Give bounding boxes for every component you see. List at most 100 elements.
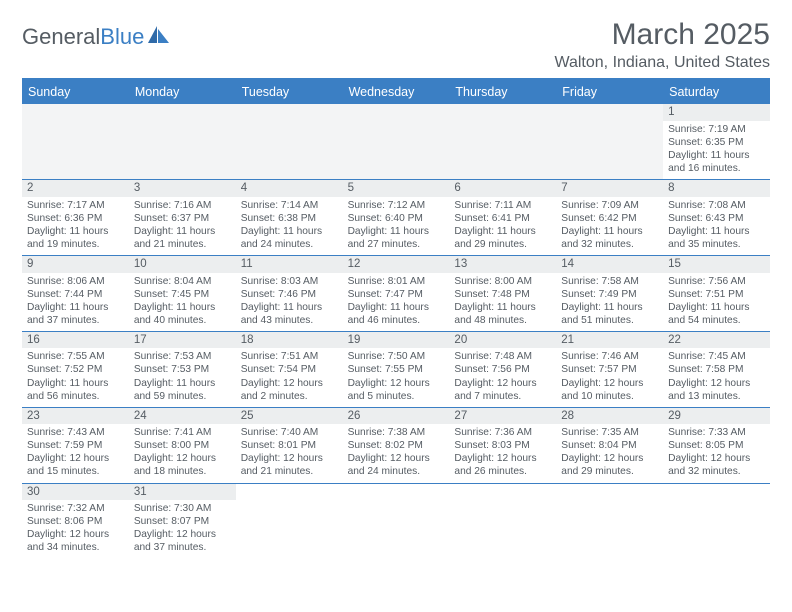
day-day1: Daylight: 11 hours: [134, 377, 231, 390]
day-sunset: Sunset: 6:38 PM: [241, 212, 338, 225]
day-blank: [449, 484, 556, 559]
week-row: 23Sunrise: 7:43 AMSunset: 7:59 PMDayligh…: [22, 408, 770, 484]
day-day2: and 21 minutes.: [134, 238, 231, 251]
day-sunrise: Sunrise: 7:30 AM: [134, 502, 231, 515]
day-sunset: Sunset: 7:53 PM: [134, 363, 231, 376]
day-number: 2: [22, 180, 129, 197]
day-day1: Daylight: 12 hours: [241, 452, 338, 465]
day-day2: and 43 minutes.: [241, 314, 338, 327]
day-blank: [343, 484, 450, 559]
day-sunset: Sunset: 7:47 PM: [348, 288, 445, 301]
day-sunset: Sunset: 7:45 PM: [134, 288, 231, 301]
day-day1: Daylight: 12 hours: [668, 452, 765, 465]
day-sunset: Sunset: 7:55 PM: [348, 363, 445, 376]
day-sunset: Sunset: 8:06 PM: [27, 515, 124, 528]
day-cell: 28Sunrise: 7:35 AMSunset: 8:04 PMDayligh…: [556, 408, 663, 484]
dow-header: Tuesday: [236, 80, 343, 104]
day-sunrise: Sunrise: 7:11 AM: [454, 199, 551, 212]
day-day2: and 10 minutes.: [561, 390, 658, 403]
day-sunset: Sunset: 6:37 PM: [134, 212, 231, 225]
day-day1: Daylight: 11 hours: [27, 377, 124, 390]
day-sunrise: Sunrise: 7:45 AM: [668, 350, 765, 363]
day-sunrise: Sunrise: 7:33 AM: [668, 426, 765, 439]
day-day2: and 27 minutes.: [348, 238, 445, 251]
day-day1: Daylight: 11 hours: [668, 301, 765, 314]
day-day2: and 35 minutes.: [668, 238, 765, 251]
day-cell: 10Sunrise: 8:04 AMSunset: 7:45 PMDayligh…: [129, 256, 236, 332]
day-day1: Daylight: 11 hours: [561, 225, 658, 238]
day-sunrise: Sunrise: 7:12 AM: [348, 199, 445, 212]
day-day1: Daylight: 12 hours: [454, 452, 551, 465]
day-day1: Daylight: 11 hours: [454, 225, 551, 238]
title-block: March 2025 Walton, Indiana, United State…: [554, 18, 770, 72]
day-day2: and 26 minutes.: [454, 465, 551, 478]
day-day1: Daylight: 12 hours: [348, 452, 445, 465]
day-cell: 18Sunrise: 7:51 AMSunset: 7:54 PMDayligh…: [236, 332, 343, 408]
day-day1: Daylight: 12 hours: [561, 452, 658, 465]
day-cell: 20Sunrise: 7:48 AMSunset: 7:56 PMDayligh…: [449, 332, 556, 408]
day-number: 6: [449, 180, 556, 197]
day-cell: 17Sunrise: 7:53 AMSunset: 7:53 PMDayligh…: [129, 332, 236, 408]
day-sunset: Sunset: 7:44 PM: [27, 288, 124, 301]
day-sunset: Sunset: 6:41 PM: [454, 212, 551, 225]
day-cell: 15Sunrise: 7:56 AMSunset: 7:51 PMDayligh…: [663, 256, 770, 332]
day-day1: Daylight: 11 hours: [561, 301, 658, 314]
day-number: 16: [22, 332, 129, 349]
day-sunset: Sunset: 8:03 PM: [454, 439, 551, 452]
day-number: 19: [343, 332, 450, 349]
day-blank: [449, 104, 556, 180]
dow-header: Wednesday: [343, 80, 450, 104]
day-blank: [556, 104, 663, 180]
day-sunset: Sunset: 8:05 PM: [668, 439, 765, 452]
day-cell: 23Sunrise: 7:43 AMSunset: 7:59 PMDayligh…: [22, 408, 129, 484]
day-cell: 14Sunrise: 7:58 AMSunset: 7:49 PMDayligh…: [556, 256, 663, 332]
day-cell: 9Sunrise: 8:06 AMSunset: 7:44 PMDaylight…: [22, 256, 129, 332]
day-sunrise: Sunrise: 7:19 AM: [668, 123, 765, 136]
day-number: 18: [236, 332, 343, 349]
day-sunrise: Sunrise: 7:35 AM: [561, 426, 658, 439]
day-number: 22: [663, 332, 770, 349]
day-sunrise: Sunrise: 7:53 AM: [134, 350, 231, 363]
day-day2: and 29 minutes.: [561, 465, 658, 478]
day-sunrise: Sunrise: 8:00 AM: [454, 275, 551, 288]
day-day1: Daylight: 12 hours: [27, 452, 124, 465]
day-sunrise: Sunrise: 7:38 AM: [348, 426, 445, 439]
day-sunset: Sunset: 7:49 PM: [561, 288, 658, 301]
day-day1: Daylight: 11 hours: [27, 225, 124, 238]
day-sunrise: Sunrise: 7:46 AM: [561, 350, 658, 363]
day-number: 7: [556, 180, 663, 197]
day-cell: 21Sunrise: 7:46 AMSunset: 7:57 PMDayligh…: [556, 332, 663, 408]
day-day2: and 7 minutes.: [454, 390, 551, 403]
day-cell: 26Sunrise: 7:38 AMSunset: 8:02 PMDayligh…: [343, 408, 450, 484]
day-blank: [236, 104, 343, 180]
logo-word-2: Blue: [100, 24, 144, 50]
day-cell: 8Sunrise: 7:08 AMSunset: 6:43 PMDaylight…: [663, 180, 770, 256]
day-sunset: Sunset: 7:59 PM: [27, 439, 124, 452]
day-day2: and 46 minutes.: [348, 314, 445, 327]
day-number: 24: [129, 408, 236, 425]
day-sunrise: Sunrise: 7:55 AM: [27, 350, 124, 363]
location-label: Walton, Indiana, United States: [554, 54, 770, 72]
day-sunrise: Sunrise: 7:36 AM: [454, 426, 551, 439]
day-number: 13: [449, 256, 556, 273]
day-day1: Daylight: 11 hours: [668, 225, 765, 238]
day-day1: Daylight: 12 hours: [348, 377, 445, 390]
sail-icon: [148, 24, 170, 50]
day-sunset: Sunset: 7:51 PM: [668, 288, 765, 301]
day-day2: and 59 minutes.: [134, 390, 231, 403]
day-day2: and 5 minutes.: [348, 390, 445, 403]
day-cell: 25Sunrise: 7:40 AMSunset: 8:01 PMDayligh…: [236, 408, 343, 484]
day-day2: and 24 minutes.: [348, 465, 445, 478]
day-day2: and 51 minutes.: [561, 314, 658, 327]
day-day2: and 48 minutes.: [454, 314, 551, 327]
day-cell: 16Sunrise: 7:55 AMSunset: 7:52 PMDayligh…: [22, 332, 129, 408]
day-sunrise: Sunrise: 7:58 AM: [561, 275, 658, 288]
day-day1: Daylight: 12 hours: [454, 377, 551, 390]
day-day1: Daylight: 12 hours: [27, 528, 124, 541]
day-sunset: Sunset: 7:54 PM: [241, 363, 338, 376]
day-sunrise: Sunrise: 7:08 AM: [668, 199, 765, 212]
day-cell: 5Sunrise: 7:12 AMSunset: 6:40 PMDaylight…: [343, 180, 450, 256]
day-sunset: Sunset: 6:35 PM: [668, 136, 765, 149]
day-number: 9: [22, 256, 129, 273]
day-blank: [129, 104, 236, 180]
